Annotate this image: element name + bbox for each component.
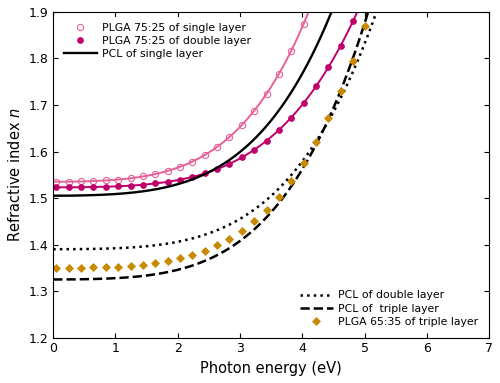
Legend: PCL of double layer, PCL of  triple layer, PLGA 65:35 of triple layer: PCL of double layer, PCL of triple layer… [295,285,484,332]
Y-axis label: Refractive index $n$: Refractive index $n$ [7,108,23,242]
X-axis label: Photon energy (eV): Photon energy (eV) [200,361,342,376]
